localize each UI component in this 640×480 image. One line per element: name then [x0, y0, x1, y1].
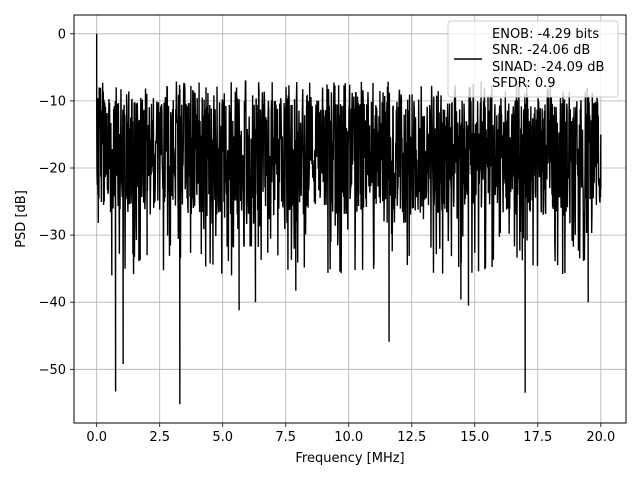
y-axis-ticks: 0 −10 −20 −30 −40 −50 [39, 27, 74, 378]
x-tick-label: 2.5 [149, 430, 170, 445]
x-axis-ticks: 0.0 2.5 5.0 7.5 10.0 12.5 15.0 17.5 20.0 [86, 423, 615, 445]
legend-box [447, 20, 619, 98]
series-line-psd [95, 33, 602, 405]
x-tick-label: 0.0 [86, 430, 107, 445]
x-tick-label: 7.5 [275, 430, 296, 445]
y-tick-label: −50 [39, 363, 66, 378]
x-tick-label: 12.5 [397, 430, 426, 445]
plot-area [95, 33, 602, 405]
x-axis-label: Frequency [MHz] [295, 451, 404, 466]
y-tick-label: −10 [39, 94, 66, 109]
y-tick-label: 0 [58, 27, 66, 42]
legend: ENOB: -4.29 bits SNR: -24.06 dB SINAD: -… [447, 20, 619, 98]
legend-text-sfdr: SFDR: 0.9 [492, 76, 556, 91]
legend-text-snr: SNR: -24.06 dB [492, 43, 590, 58]
y-tick-label: −20 [39, 162, 66, 177]
y-tick-label: −30 [39, 229, 66, 244]
x-tick-label: 15.0 [460, 430, 489, 445]
x-tick-label: 5.0 [212, 430, 233, 445]
legend-text-enob: ENOB: -4.29 bits [492, 27, 599, 42]
legend-text-sinad: SINAD: -24.09 dB [492, 60, 604, 75]
y-tick-label: −40 [39, 296, 66, 311]
y-axis-label: PSD [dB] [14, 190, 29, 248]
plot-frame [73, 14, 627, 424]
x-tick-label: 20.0 [586, 430, 615, 445]
x-tick-label: 10.0 [334, 430, 363, 445]
x-tick-label: 17.5 [523, 430, 552, 445]
